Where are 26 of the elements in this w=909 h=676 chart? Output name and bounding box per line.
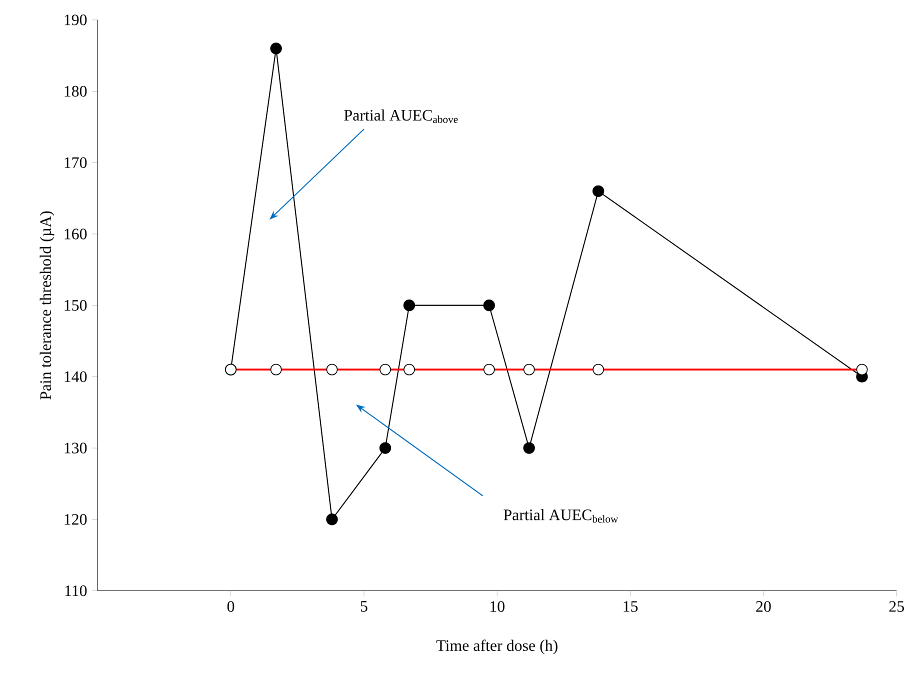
point: [403, 299, 416, 311]
point: [592, 185, 604, 197]
y-tick-label: 170: [64, 157, 87, 168]
y-tick-label: 150: [64, 300, 87, 310]
x-tick-label: 10: [490, 600, 504, 612]
x-tick-label: 15: [624, 600, 638, 612]
x-tick-label: 25: [889, 600, 904, 612]
y-tick-label: 190: [64, 14, 87, 26]
annotation: Partial AUEC$_{below}$: [504, 508, 618, 522]
point: [483, 299, 495, 311]
y-tick-label: 140: [64, 371, 87, 382]
point: [270, 42, 282, 54]
y-tick-label: 180: [64, 86, 87, 96]
y-axis-title: Pain tolerance threshold (µA): [40, 211, 54, 400]
y-tick-label: 120: [64, 514, 87, 525]
y-tick-label: 110: [65, 585, 87, 596]
point: [523, 442, 535, 454]
y-tick-label: 130: [64, 442, 87, 454]
annotation: Partial AUEC$_{above}$: [344, 109, 458, 123]
x-tick-label: 20: [756, 600, 771, 612]
x-tick-label: 0: [227, 600, 234, 612]
y-tick-label: 160: [64, 228, 87, 240]
x-tick-label: 5: [360, 600, 368, 612]
point: [326, 513, 338, 526]
point: [379, 442, 392, 454]
x-axis-title: Time after dose (h): [436, 639, 558, 654]
